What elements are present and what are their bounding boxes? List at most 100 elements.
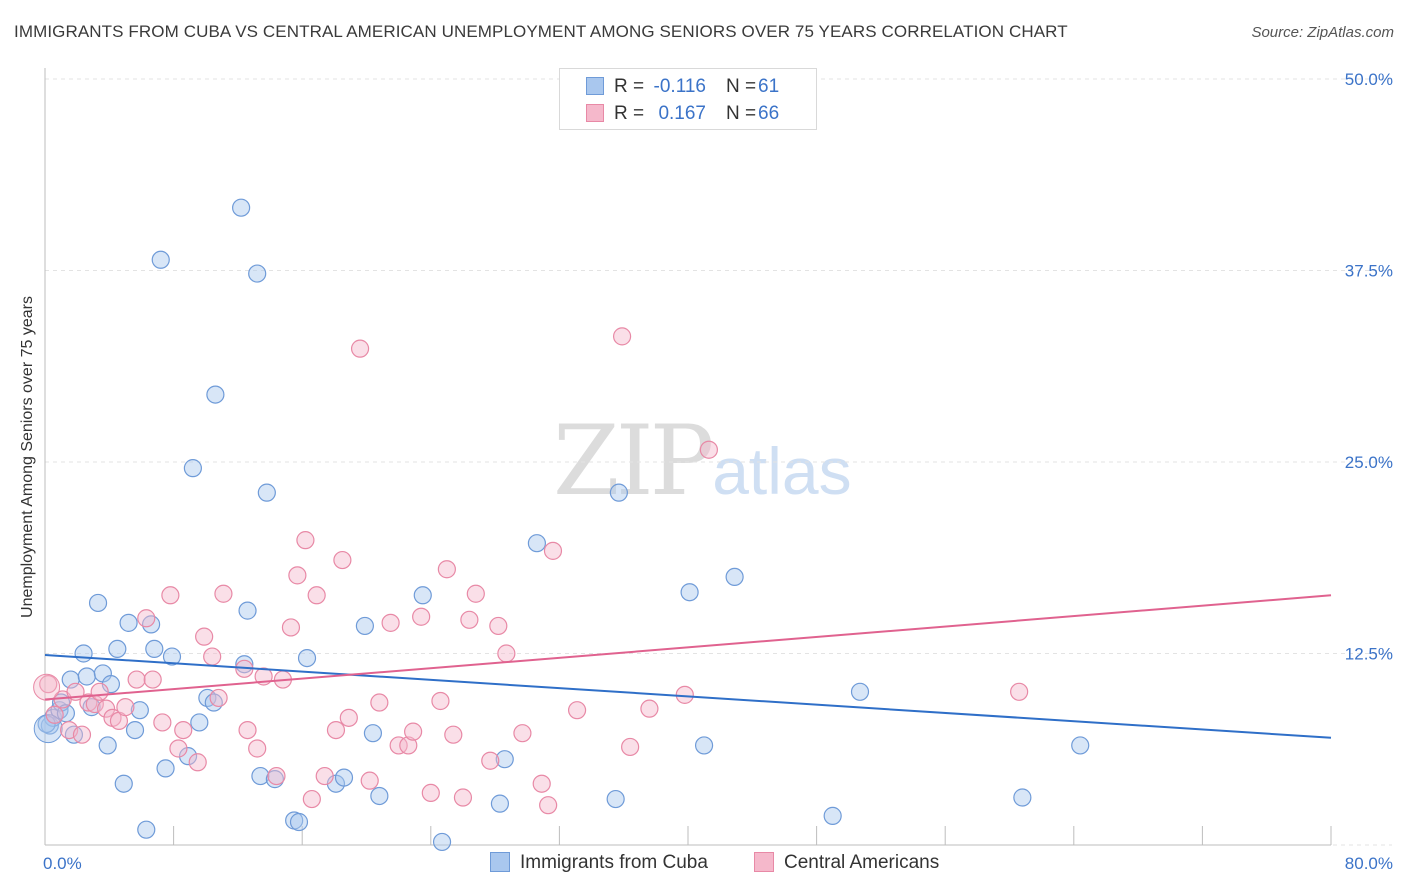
cuba-point — [98, 736, 117, 755]
central-americans-point — [339, 708, 358, 727]
central-americans-point — [640, 699, 659, 718]
y-axis-label: Unemployment Among Seniors over 75 years — [19, 296, 36, 618]
cuba-point — [88, 593, 108, 613]
cuba-point — [1071, 736, 1090, 755]
cuba-point — [251, 766, 270, 786]
correlation-legend: R = -0.116 N =61 R = 0.167 N =66 — [559, 68, 817, 130]
central-americans-point — [169, 739, 188, 758]
cuba-point — [495, 750, 514, 769]
central-americans-point — [612, 327, 632, 346]
cuba-point — [232, 198, 251, 217]
cuba-point — [190, 713, 209, 732]
cuba-point — [130, 701, 149, 720]
cuba-point — [119, 613, 138, 632]
central-americans-point — [389, 736, 408, 755]
cuba-point — [297, 648, 317, 668]
chart-title: IMMIGRANTS FROM CUBA VS CENTRAL AMERICAN… — [14, 22, 1068, 41]
legend-row-cuba: R = -0.116 N =61 — [586, 76, 779, 98]
trend-lines — [44, 594, 1332, 739]
series-central-americans-points — [33, 327, 1029, 815]
central-americans-point — [370, 693, 389, 712]
bottom-legend-label-cuba: Immigrants from Cuba — [520, 852, 708, 873]
central-americans-point — [444, 725, 463, 744]
central-americans-point — [412, 607, 431, 626]
central-americans-point — [214, 584, 233, 603]
central-americans-point — [326, 720, 346, 740]
legend-r-label: R = — [614, 103, 645, 124]
central-americans-point — [404, 722, 423, 741]
bottom-legend-swatch-cuba — [490, 852, 510, 872]
central-americans-point — [137, 609, 156, 628]
cuba-point — [74, 644, 93, 663]
central-americans-point — [360, 771, 379, 790]
cuba-point — [238, 601, 257, 620]
cuba-point — [162, 647, 182, 666]
bottom-legend-label-central-americans: Central Americans — [784, 852, 940, 873]
central-americans-point — [296, 531, 315, 550]
central-americans-point — [174, 720, 193, 740]
central-americans-point — [195, 627, 214, 646]
central-americans-point — [307, 586, 326, 605]
central-americans-point — [421, 783, 440, 803]
cuba-point — [125, 720, 145, 740]
cuba-trend-line — [44, 654, 1332, 739]
central-americans-point — [567, 701, 587, 720]
bottom-legend-central-americans: Central Americans — [754, 852, 939, 874]
central-americans-point — [96, 699, 116, 718]
central-americans-point — [1010, 682, 1029, 701]
central-americans-point — [481, 751, 500, 770]
central-americans-point — [513, 724, 532, 743]
central-americans-point — [281, 618, 301, 637]
legend-n-value: 66 — [758, 103, 780, 124]
y-tick-label: 37.5% — [1345, 262, 1393, 281]
legend-swatch-cuba — [586, 77, 604, 95]
central-americans-point — [116, 698, 135, 717]
central-americans-point — [248, 739, 267, 758]
cuba-point — [355, 616, 374, 636]
cuba-point — [114, 774, 133, 793]
cuba-point — [265, 770, 284, 789]
central-americans-point — [288, 566, 307, 585]
central-americans-point — [302, 789, 321, 809]
central-americans-point — [532, 774, 551, 793]
cuba-point — [413, 586, 432, 605]
axes — [44, 68, 1332, 846]
cuba-point — [156, 759, 175, 778]
central-americans-point — [188, 753, 207, 772]
central-americans-trend-line — [44, 594, 1332, 701]
central-americans-point — [90, 682, 109, 701]
central-americans-point — [539, 796, 558, 815]
central-americans-point-large — [33, 673, 61, 701]
tick-labels: 12.5% 25.0% 37.5% 50.0% 0.0% 80.0% — [43, 70, 1393, 873]
central-americans-point — [45, 705, 64, 724]
cuba-point — [1013, 788, 1032, 807]
central-americans-point — [315, 766, 334, 786]
central-americans-point — [466, 584, 485, 603]
legend-swatch-central-americans — [586, 104, 604, 122]
cuba-point — [137, 820, 156, 839]
central-americans-point — [267, 766, 286, 786]
central-americans-point — [161, 586, 180, 605]
cuba-point — [694, 736, 714, 755]
central-americans-point — [203, 647, 222, 666]
x-tick-label: 80.0% — [1345, 854, 1393, 873]
legend-n-label: N = — [726, 76, 757, 97]
legend-r-value: 0.167 — [658, 103, 706, 124]
bottom-legend-swatch-central-americans — [754, 852, 774, 872]
cuba-point — [725, 567, 744, 587]
bottom-legend-cuba: Immigrants from Cuba — [490, 852, 708, 874]
central-americans-point — [79, 693, 98, 712]
central-americans-point — [39, 675, 58, 694]
cuba-point — [257, 483, 276, 502]
cuba-point-large — [33, 714, 63, 744]
central-americans-point — [153, 713, 172, 732]
chart-source: Source: ZipAtlas.com — [1251, 24, 1394, 41]
cuba-point — [432, 832, 452, 852]
cuba-point — [248, 264, 267, 283]
central-americans-point — [72, 725, 92, 744]
central-americans-point — [333, 550, 352, 570]
central-americans-point — [437, 560, 456, 579]
y-tick-label: 12.5% — [1345, 645, 1393, 664]
central-americans-point — [489, 616, 508, 636]
